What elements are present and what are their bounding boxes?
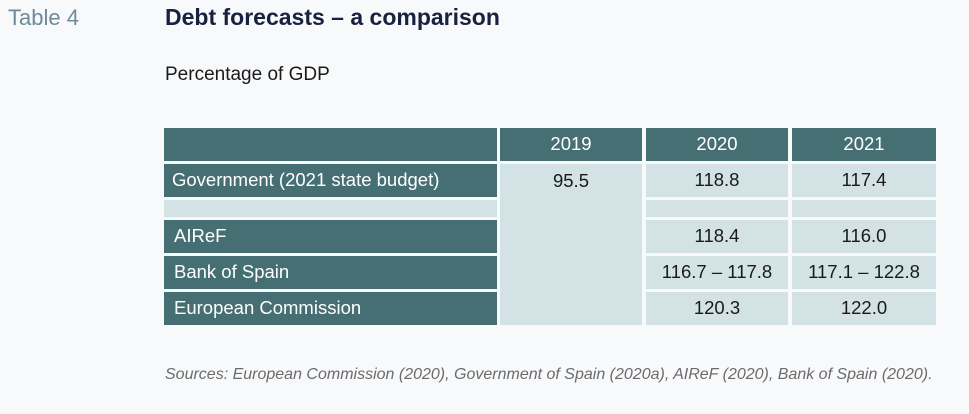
header-empty-cell xyxy=(164,128,497,161)
cell-bank-of-spain-2021: 117.1 – 122.8 xyxy=(792,256,936,289)
column-header-2021: 2021 xyxy=(792,128,936,161)
row-label-bank-of-spain: Bank of Spain xyxy=(164,256,497,289)
cell-airef-2021: 116.0 xyxy=(792,220,936,253)
cell-government-2020: 118.8 xyxy=(646,164,788,197)
cell-spacer-2021 xyxy=(792,200,936,217)
cell-european-commission-2021: 122.0 xyxy=(792,292,936,325)
row-label-european-commission: European Commission xyxy=(164,292,497,325)
row-label-airef: AIReF xyxy=(164,220,497,253)
cell-european-commission-2020: 120.3 xyxy=(646,292,788,325)
sources-note: Sources: European Commission (2020), Gov… xyxy=(165,366,933,383)
page-title: Debt forecasts – a comparison xyxy=(165,4,500,30)
cell-spacer-2020 xyxy=(646,200,788,217)
cell-government-2021: 117.4 xyxy=(792,164,936,197)
row-label-spacer xyxy=(164,200,497,217)
column-header-2020: 2020 xyxy=(646,128,788,161)
cell-airef-2020: 118.4 xyxy=(646,220,788,253)
row-label-government: Government (2021 state budget) xyxy=(164,164,497,197)
table-subtitle: Percentage of GDP xyxy=(165,64,330,85)
cell-2019-merged: 95.5 xyxy=(500,164,642,325)
column-header-2019: 2019 xyxy=(500,128,642,161)
table-label: Table 4 xyxy=(8,5,79,30)
cell-bank-of-spain-2020: 116.7 – 117.8 xyxy=(646,256,788,289)
cell-government-2019: 95.5 xyxy=(552,170,589,191)
